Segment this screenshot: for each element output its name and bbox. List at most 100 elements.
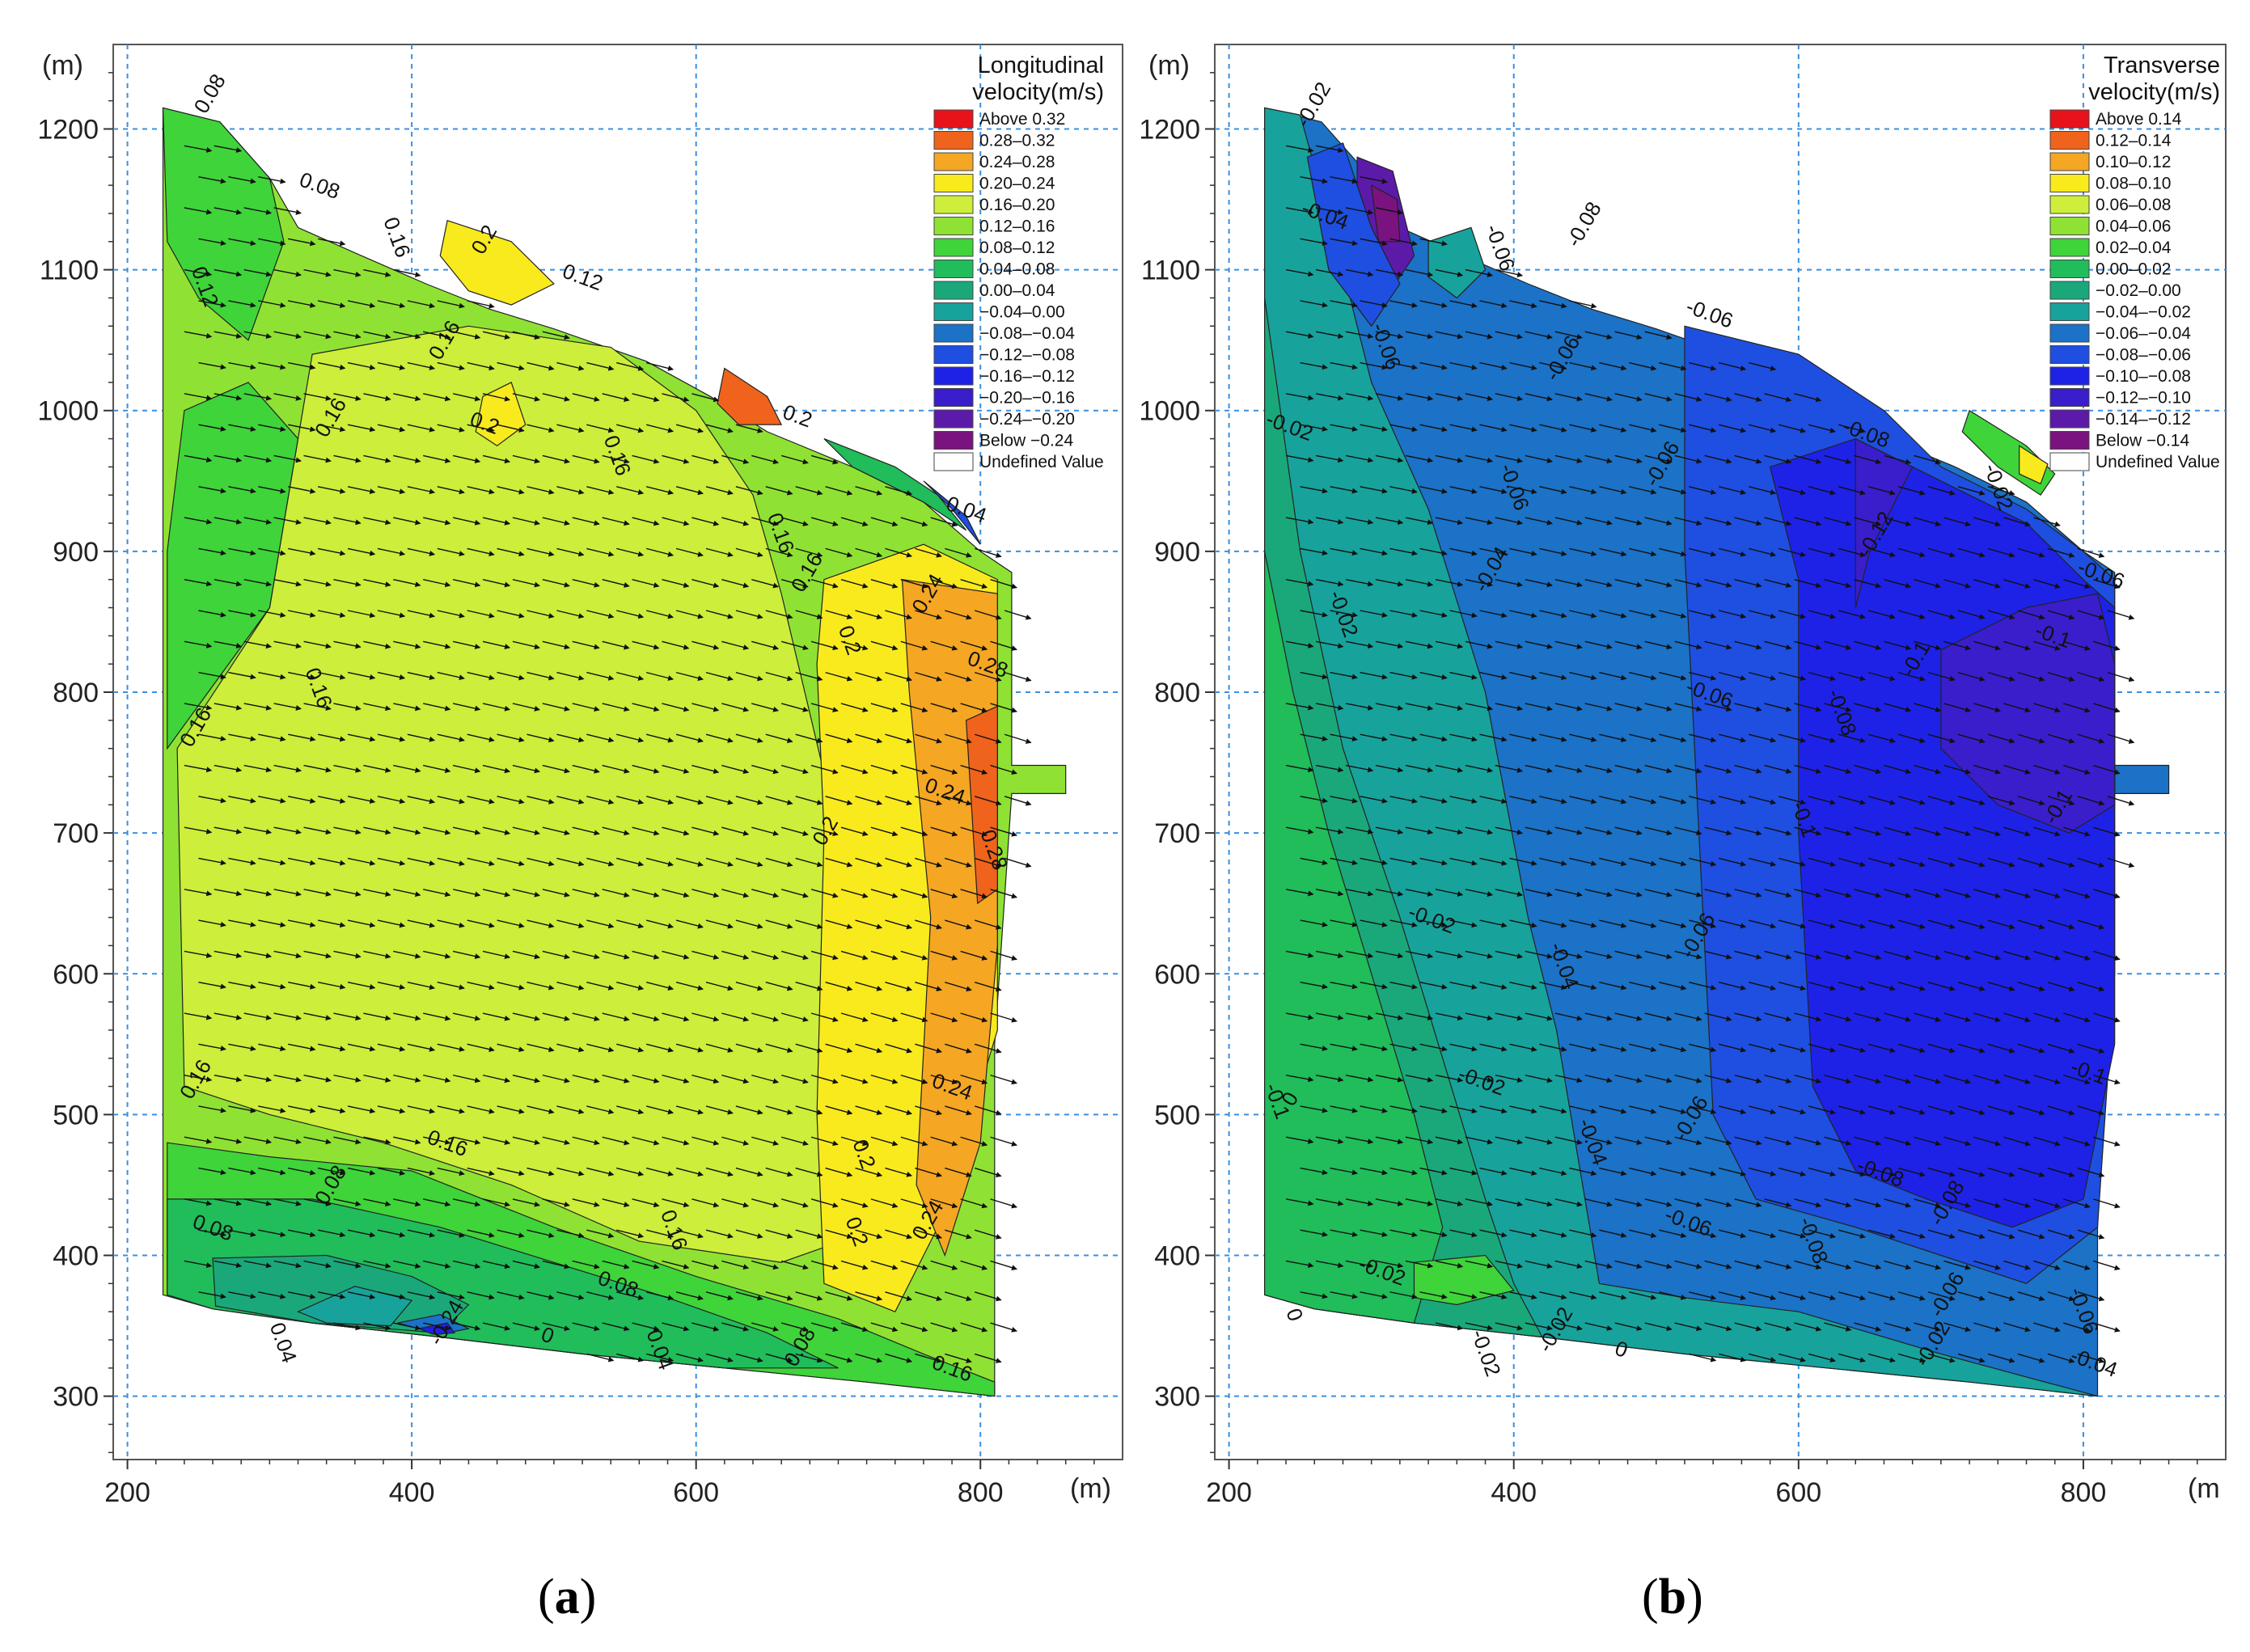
velocity-arrow — [735, 1353, 763, 1363]
velocity-arrow — [840, 889, 869, 898]
velocity-arrow — [497, 733, 525, 742]
velocity-arrow — [333, 1012, 362, 1021]
velocity-arrow — [675, 1105, 704, 1115]
velocity-arrow — [602, 1260, 630, 1270]
velocity-arrow — [721, 1074, 750, 1084]
velocity-arrow — [825, 1291, 853, 1301]
velocity-arrow — [721, 640, 750, 650]
velocity-arrow — [377, 1167, 406, 1176]
velocity-arrow — [840, 1198, 869, 1208]
velocity-arrow — [602, 764, 630, 774]
velocity-arrow — [810, 1136, 839, 1147]
velocity-arrow — [333, 1136, 362, 1145]
legend-title: velocity(m/s) — [2088, 79, 2220, 105]
velocity-arrow — [273, 826, 302, 835]
legend-label: −0.08–−0.06 — [2096, 346, 2191, 365]
velocity-arrow — [900, 640, 928, 651]
velocity-arrow — [333, 703, 362, 712]
velocity-arrow — [751, 764, 780, 775]
velocity-arrow — [602, 950, 630, 960]
velocity-arrow — [825, 1167, 853, 1177]
velocity-arrow — [437, 733, 465, 742]
velocity-arrow — [735, 733, 763, 743]
velocity-arrow — [437, 1043, 465, 1052]
velocity-arrow — [407, 982, 436, 991]
panel-b: -0.02-0.04-0.06 -0.08-0.06-0.06 -0.06-0.02… — [1139, 44, 2227, 1625]
velocity-arrow — [810, 703, 839, 712]
velocity-arrow — [423, 1322, 451, 1331]
velocity-arrow — [214, 1012, 243, 1020]
velocity-arrow — [333, 1198, 362, 1207]
velocity-arrow — [662, 950, 690, 960]
velocity-arrow — [467, 1043, 495, 1052]
legend-swatch — [933, 388, 974, 407]
velocity-arrow — [423, 579, 451, 588]
velocity-arrow — [632, 1012, 660, 1022]
velocity-arrow — [333, 1260, 362, 1269]
velocity-arrow — [497, 1043, 525, 1053]
velocity-arrow — [855, 1043, 883, 1054]
y-tick-label: 600 — [1154, 959, 1200, 990]
velocity-arrow — [556, 857, 585, 867]
velocity-arrow — [675, 1229, 704, 1239]
field-region — [439, 219, 555, 306]
velocity-arrow — [303, 1260, 332, 1269]
velocity-arrow — [780, 640, 809, 651]
velocity-arrow — [393, 579, 421, 588]
velocity-arrow — [735, 1167, 763, 1177]
velocity-arrow — [527, 857, 555, 867]
velocity-arrow — [751, 826, 780, 836]
velocity-arrow — [795, 796, 823, 805]
legend-label: −0.04–0.00 — [979, 303, 1065, 322]
velocity-arrow — [765, 1353, 793, 1363]
legend-swatch — [2049, 109, 2090, 129]
legend-label: 0.12–0.14 — [2096, 132, 2172, 150]
velocity-arrow — [705, 1105, 734, 1115]
velocity-arrow — [214, 703, 243, 711]
velocity-arrow — [214, 640, 243, 649]
velocity-arrow — [333, 1074, 362, 1083]
velocity-arrow — [602, 826, 630, 836]
velocity-arrow — [333, 764, 362, 773]
velocity-arrow — [184, 1074, 213, 1083]
velocity-arrow — [662, 764, 690, 774]
velocity-arrow — [974, 919, 1002, 930]
velocity-arrow — [825, 733, 853, 744]
panel-label-a: (a) — [538, 1570, 596, 1625]
velocity-arrow — [542, 950, 570, 960]
velocity-arrow — [735, 796, 763, 805]
velocity-arrow — [556, 610, 585, 619]
velocity-arrow — [675, 1167, 704, 1177]
velocity-arrow — [735, 1105, 763, 1115]
velocity-arrow — [198, 982, 226, 990]
velocity-arrow — [751, 1136, 780, 1146]
velocity-arrow — [960, 950, 988, 961]
velocity-arrow — [705, 1353, 734, 1363]
velocity-arrow — [795, 1353, 823, 1363]
velocity-arrow — [437, 857, 465, 867]
velocity-arrow — [482, 950, 511, 960]
velocity-arrow — [497, 796, 525, 805]
velocity-arrow — [675, 857, 704, 867]
velocity-arrow — [527, 733, 555, 743]
velocity-arrow — [751, 1198, 780, 1208]
velocity-arrow — [407, 610, 436, 619]
velocity-arrow — [795, 982, 823, 991]
velocity-arrow — [497, 1291, 525, 1300]
velocity-arrow — [586, 1043, 615, 1053]
x-tick-label: 800 — [958, 1477, 1004, 1508]
velocity-arrow — [855, 1105, 883, 1116]
y-tick-label: 400 — [1154, 1241, 1200, 1272]
velocity-arrow — [645, 733, 675, 743]
velocity-arrow — [1004, 671, 1032, 682]
velocity-arrow — [795, 671, 823, 682]
velocity-arrow — [333, 826, 362, 835]
velocity-arrow — [303, 579, 332, 587]
velocity-arrow — [885, 1043, 913, 1054]
velocity-arrow — [885, 1291, 913, 1301]
velocity-arrow — [317, 982, 346, 990]
velocity-arrow — [363, 889, 391, 897]
velocity-arrow — [317, 919, 346, 928]
legend-swatch — [933, 409, 974, 429]
panel-label-a-letter: a — [555, 1570, 580, 1625]
